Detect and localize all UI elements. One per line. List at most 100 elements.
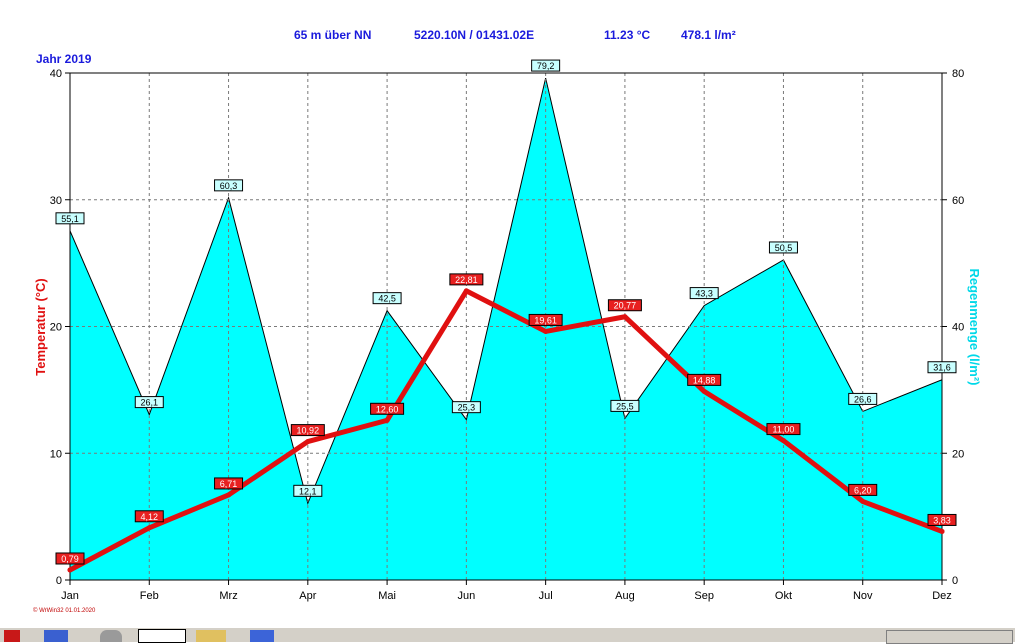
x-tick-label: Feb [140,590,159,602]
temperature-data-label: 0,79 [61,554,79,564]
rain-label-box [372,292,402,305]
temperature-data-label: 19,61 [534,315,557,325]
x-tick-label: Aug [615,590,635,602]
right-tick-label: 0 [952,575,958,587]
temperature-line-layer [67,288,945,573]
temperature-point [146,525,152,531]
right-tick-label: 20 [952,448,964,460]
x-tick-label: Jun [457,590,475,602]
temperature-data-label: 4,12 [141,512,159,522]
temperature-data-label: 6,71 [220,479,238,489]
climate-chart: 65 m über NN 5220.10N / 01431.02E 11.23 … [33,28,982,614]
temperature-data-label: 10,92 [297,426,320,436]
temperature-point [780,438,786,444]
x-tick-label: Mrz [219,590,237,602]
status-field [886,630,1013,644]
rain-label-box [768,241,798,254]
temperature-label-box [55,552,85,565]
temperature-point [384,417,390,423]
software-credit: © WrWin32 01.01.2020 [33,607,96,614]
temperature-point [543,328,549,334]
rain-label-box [927,361,957,374]
rain-data-label: 43,3 [695,289,713,299]
right-axis-title: Regenmenge (l/m²) [967,268,982,385]
temperature-label-box [766,423,801,436]
x-tick-label: Jul [539,590,553,602]
right-tick-label: 40 [952,322,964,334]
gear-icon[interactable] [100,630,122,642]
temperature-point [622,314,628,320]
x-tick-label: Dez [932,590,952,602]
left-tick-label: 40 [50,68,62,80]
header-altitude: 65 m über NN [294,28,371,42]
temperature-data-label: 12,60 [376,404,399,414]
temperature-label-box [607,299,642,312]
temperature-point [860,498,866,504]
rain-label-box [451,401,481,414]
rain-data-label: 50,5 [775,243,793,253]
rain-label-box [610,399,640,412]
x-tick-label: Mai [378,590,396,602]
left-tick-label: 0 [56,575,62,587]
rain-label-box [293,484,323,497]
temperature-data-label: 14,88 [693,375,716,385]
temperature-labels-layer: 0,79 4,12 6,71 10,92 12,60 22,81 19,61 20,77 14,… [55,273,957,565]
rain-data-label: 79,2 [537,61,555,71]
axes-layer: 0 10 20 30 40 0 20 40 60 80 Jan Feb Mrz Apr Mai Jun Jul A… [50,68,965,602]
rain-label-box [214,179,244,192]
temperature-data-label: 22,81 [455,275,478,285]
rain-data-label: 55,1 [61,214,79,224]
temperature-label-box [927,513,957,526]
temperature-line [67,288,945,573]
x-tick-label: Jan [61,590,79,602]
right-tick-label: 60 [952,195,964,207]
x-tick-label: Sep [694,590,714,602]
chart-icon[interactable] [250,630,274,642]
right-tick-label: 80 [952,68,964,80]
left-tick-label: 10 [50,448,62,460]
x-tick-label: Nov [853,590,873,602]
left-tick-label: 30 [50,195,62,207]
year-label: Jahr 2019 [36,52,92,66]
rain-label-box [689,287,719,300]
temperature-label-box [290,424,325,437]
temperature-point [226,492,232,498]
header-coordinates: 5220.10N / 01431.02E [414,28,534,42]
rain-data-label: 12,1 [299,486,317,496]
rain-data-label: 26,6 [854,394,872,404]
rain-data-label: 25,3 [458,403,476,413]
temperature-point [939,528,945,534]
rain-data-label: 26,1 [141,398,159,408]
temperature-label-box [687,373,722,386]
temperature-data-label: 6,20 [854,485,872,495]
temperature-label-box [134,510,164,523]
temperature-label-box [449,273,484,286]
app-icon-1[interactable] [4,630,20,642]
temperature-point [305,439,311,445]
header-average-temperature: 11.23 °C [604,28,651,42]
temperature-data-label: 20,77 [614,301,637,311]
rain-data-label: 60,3 [220,181,238,191]
left-tick-label: 20 [50,322,62,334]
temperature-point [701,388,707,394]
rain-data-label: 31,6 [933,363,951,373]
temperature-label-box [214,477,244,490]
rain-data-label: 42,5 [378,294,396,304]
temperature-label-box [848,483,878,496]
temperature-label-box [370,402,405,415]
temperature-point [67,567,73,573]
temperature-label-box [528,313,563,326]
rain-labels-layer: 55,1 26,1 60,3 12,1 42,5 25,3 79,2 25,5 43,3 50,5… [55,59,957,497]
rain-label-box [531,59,561,72]
temperature-data-label: 3,83 [933,515,951,525]
header-total-rain: 478.1 l/m² [681,28,736,42]
app-icon-2[interactable] [44,630,68,642]
temperature-data-label: 11,00 [773,425,795,435]
temperature-point [463,288,469,294]
folder-icon[interactable] [196,630,226,642]
taskbar [0,627,1015,644]
left-axis-title: Temperatur (°C) [33,278,48,375]
x-tick-label: Okt [775,590,792,602]
rain-label-box [134,396,164,409]
rain-data-label: 25,5 [616,401,634,411]
